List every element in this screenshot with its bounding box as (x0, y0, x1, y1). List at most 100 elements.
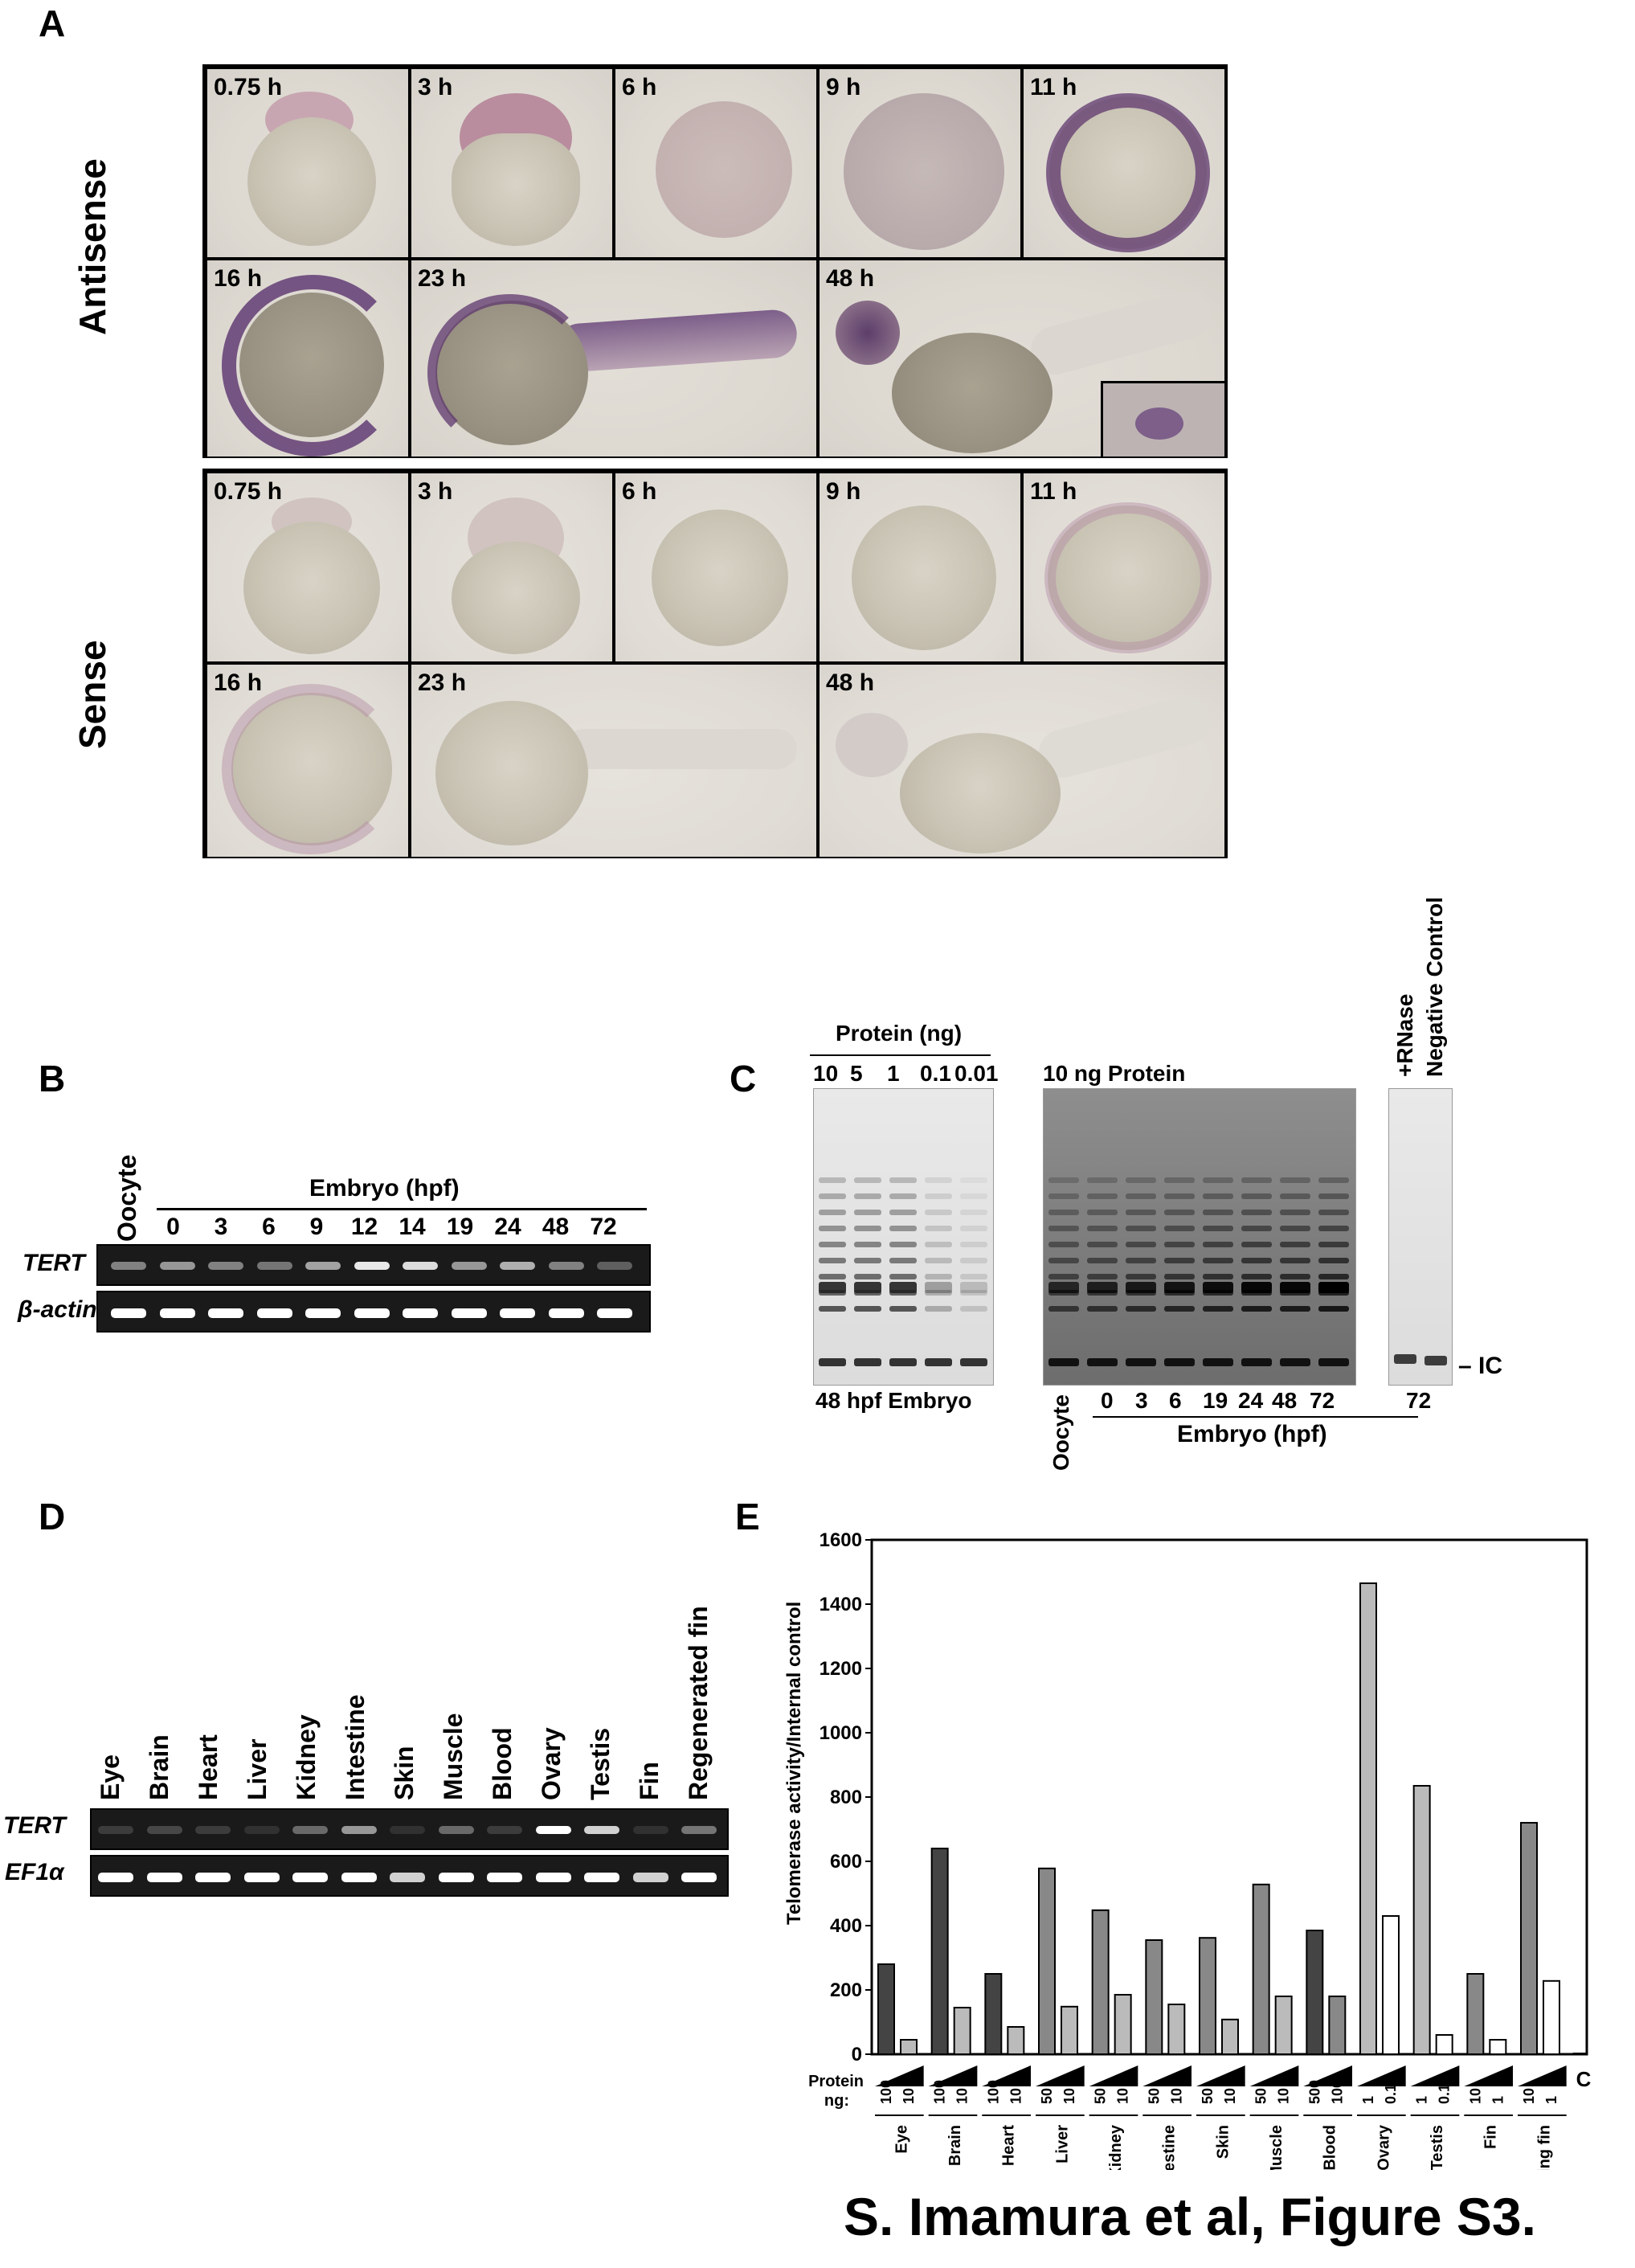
inset-image (1101, 381, 1224, 456)
bar-ng-label: 1 (1543, 2096, 1559, 2104)
trap-ladder-band (854, 1177, 881, 1183)
protein-wedge (1196, 2065, 1245, 2086)
trap-main-band (854, 1282, 881, 1293)
bar (1466, 1973, 1485, 2055)
trap-ladder-band (1280, 1258, 1310, 1263)
trap-gel-controls (1388, 1088, 1453, 1386)
ic-band (854, 1358, 881, 1366)
embryo-yolk (435, 701, 588, 845)
stage-time-label: 3 h (418, 74, 453, 100)
trap-ladder-band (1280, 1306, 1310, 1312)
stage-time-label: 3 h (418, 478, 453, 505)
trap-ladder-band (1126, 1274, 1156, 1279)
group-label: Skin (1214, 2125, 1232, 2159)
actin-band (305, 1308, 341, 1318)
trap-ladder-band (1241, 1193, 1272, 1199)
trap-ladder-band (960, 1177, 987, 1183)
bar-ng-label: 10 (954, 2088, 971, 2104)
tissue-label: Kidney (292, 1714, 321, 1800)
tissue-label: Testis (586, 1727, 615, 1800)
protein-wedge (1303, 2065, 1352, 2086)
ef1a-band (243, 1873, 280, 1882)
trap-ladder-band (889, 1242, 917, 1247)
ic-band (1424, 1356, 1447, 1365)
actin-band (500, 1308, 535, 1318)
bar (877, 1963, 895, 2055)
bar (1091, 1909, 1110, 2055)
trap-ladder-band (1280, 1177, 1310, 1183)
trap-ladder-band (1318, 1226, 1349, 1231)
actin-band (403, 1308, 438, 1318)
protein-wedge (1089, 2065, 1138, 2086)
protein-wedge (1142, 2065, 1192, 2086)
sense-stage-6: 16 h (206, 663, 410, 858)
y-tick-label: 1600 (820, 1529, 862, 1551)
bar-ng-label: 10 (1521, 2088, 1537, 2104)
trap-ladder-band (925, 1177, 952, 1183)
trap-ladder-band (1318, 1193, 1349, 1199)
tissue-label: Heart (194, 1734, 223, 1800)
trap-ladder-band (1203, 1242, 1233, 1247)
figure-credit: S. Imamura et al, Figure S3. (844, 2187, 1536, 2246)
ic-band (1164, 1358, 1195, 1366)
trap-ladder-band (925, 1306, 952, 1312)
actin-band (451, 1308, 487, 1318)
antisense-row-label: Antisense (72, 158, 113, 335)
tert-band (292, 1826, 328, 1834)
trap-ladder-band (1087, 1226, 1118, 1231)
ic-label: – IC (1458, 1353, 1503, 1379)
trap-ladder-band (1048, 1193, 1079, 1199)
actin-band (208, 1308, 243, 1318)
trap-ladder-band (925, 1290, 952, 1296)
trap-ladder-band (1048, 1177, 1079, 1183)
trap-ladder-band (1318, 1274, 1349, 1279)
protein-axis-label: Protein (808, 2073, 864, 2090)
trap-ladder-band (889, 1274, 917, 1279)
bar-ng-label: 1 (1360, 2096, 1376, 2104)
stage-time-label: 23 h (418, 669, 467, 696)
embryo-lane: 72 (1310, 1388, 1335, 1413)
trap-main-band (1087, 1282, 1118, 1293)
protein-lane: 5 (850, 1061, 863, 1086)
ef1a-band (195, 1873, 231, 1882)
trap-ladder-band (1203, 1258, 1233, 1263)
bar-ng-label: 0.1 (1437, 2084, 1453, 2104)
bar-ng-label: 10 (1008, 2088, 1024, 2104)
trap-ladder-band (1241, 1177, 1272, 1183)
trap-ladder-band (1126, 1177, 1156, 1183)
embryo-footer-line (1093, 1416, 1418, 1418)
embryo-yolk (452, 133, 580, 246)
trap-main-band (889, 1282, 917, 1293)
trap-ladder-band (925, 1193, 952, 1199)
bar (1252, 1883, 1270, 2055)
protein-ng-header: Protein (ng) (836, 1021, 963, 1046)
protein-header-line (810, 1054, 991, 1056)
stage-time-label: 16 h (214, 669, 263, 696)
protein-lane: 10 (813, 1061, 839, 1086)
trap-ladder-band (819, 1306, 846, 1312)
bar-ng-label: 0.1 (1383, 2084, 1399, 2104)
embryo-yolk (852, 506, 996, 650)
stage-time-label: 6 h (622, 478, 657, 505)
trap-ladder-band (1048, 1226, 1079, 1231)
embryo-stain-ring (222, 684, 400, 854)
ic-band (889, 1358, 917, 1366)
sense-stage-2: 3 h (410, 472, 614, 663)
trap-ladder-band (819, 1177, 846, 1183)
bar (1359, 1582, 1377, 2055)
antisense-image-grid: 0.75 h 3 h 6 h 9 h 11 h 16 h 23 h 48 h (202, 64, 1228, 458)
embryo (656, 101, 792, 238)
trap-ladder-band (960, 1306, 987, 1312)
tert-band (548, 1262, 584, 1270)
protein-wedge (1357, 2065, 1406, 2086)
trap-ladder-band (960, 1210, 987, 1215)
panel-label-c: C (730, 1058, 757, 1099)
y-tick-label: 1400 (820, 1594, 862, 1615)
antisense-stage-4: 9 h (818, 68, 1022, 259)
tert-row-label: TERT (22, 1250, 85, 1276)
tissue-label: Fin (635, 1762, 664, 1800)
panel-label-d: D (39, 1496, 66, 1537)
trap-ladder-band (1126, 1193, 1156, 1199)
tert-band (487, 1826, 522, 1834)
